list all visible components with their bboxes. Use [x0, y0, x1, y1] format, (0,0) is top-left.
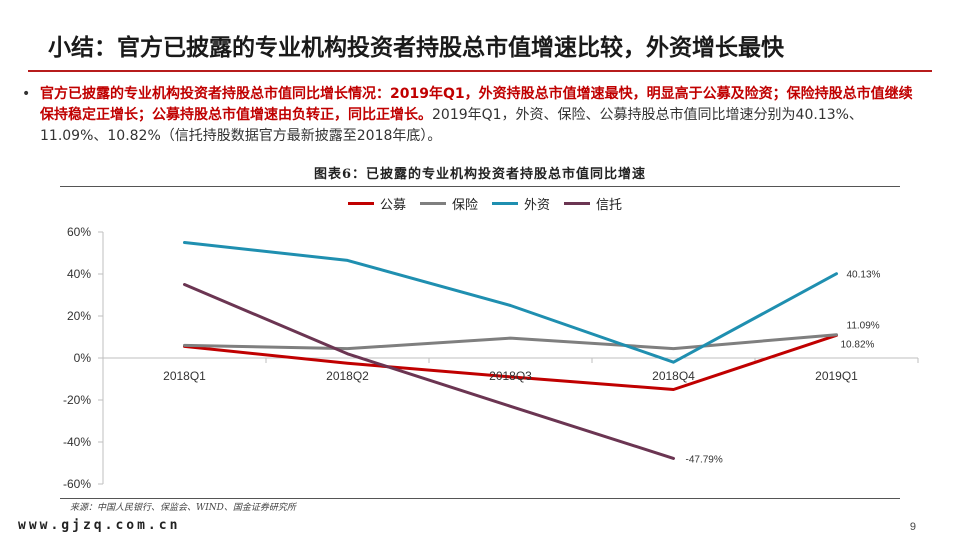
legend-item-xintuo: 信托 — [564, 194, 622, 213]
y-tick-label: -60% — [63, 477, 91, 491]
legend-label-xintuo: 信托 — [596, 197, 623, 213]
x-tick-label: 2018Q1 — [163, 369, 206, 383]
legend-label-waizi: 外资 — [524, 197, 551, 213]
y-tick-label: 20% — [67, 309, 91, 323]
series-line-2 — [183, 241, 838, 364]
source-note: 来源：中国人民银行、保监会、WIND、国金证券研究所 — [70, 503, 296, 513]
figure-bottom-rule — [60, 498, 900, 499]
x-tick-label: 2018Q2 — [326, 369, 369, 383]
legend-item-gongmu: 公募 — [348, 194, 406, 213]
page-number: 9 — [909, 521, 916, 533]
data-label: 11.09% — [847, 321, 880, 332]
x-tick-label: 2018Q3 — [489, 369, 532, 383]
slide-title: 小结：官方已披露的专业机构投资者持股总市值增速比较，外资增长最快 — [48, 35, 784, 61]
data-label: 40.13% — [847, 270, 881, 281]
website-watermark: www.gjzq.com.cn — [18, 518, 181, 533]
figure-top-rule — [60, 186, 900, 187]
y-tick-label: 0% — [74, 351, 92, 365]
figure-title: 图表6：已披露的专业机构投资者持股总市值同比增速 — [313, 167, 647, 182]
chart-legend: 公募 保险 外资 信托 — [348, 193, 636, 213]
legend-item-baoxian: 保险 — [420, 194, 478, 213]
legend-item-waizi: 外资 — [492, 194, 550, 213]
x-tick-label: 2019Q1 — [815, 369, 858, 383]
x-tick-label: 2018Q4 — [652, 369, 695, 383]
summary-highlight-text: 官方已披露的专业机构投资者持股总市值同比增长情况：2019年Q1，外资持股总市值… — [40, 86, 913, 123]
summary-plain-text: 2019年Q1，外资、保险、公募持股总市值同比增速分别为40.13%、11.09… — [40, 107, 863, 144]
series-line-1 — [183, 333, 838, 351]
legend-label-gongmu: 公募 — [380, 197, 407, 213]
data-label: -47.79% — [686, 454, 723, 465]
y-tick-label: -40% — [63, 435, 91, 449]
series-line-3 — [183, 283, 675, 460]
legend-swatch-baoxian — [420, 201, 447, 205]
y-tick-label: 60% — [67, 225, 91, 239]
legend-swatch-gongmu — [348, 201, 374, 205]
title-underline — [28, 70, 932, 72]
data-label: 10.82% — [841, 339, 875, 350]
legend-swatch-waizi — [492, 201, 519, 205]
y-tick-label: 40% — [67, 267, 91, 281]
series-line-0 — [183, 333, 838, 391]
bullet-dot-icon: • — [22, 86, 31, 102]
summary-bullet: • 官方已披露的专业机构投资者持股总市值同比增长情况：2019年Q1，外资持股总… — [22, 84, 920, 147]
legend-swatch-xintuo — [564, 201, 591, 205]
y-tick-label: -20% — [63, 393, 91, 407]
legend-label-baoxian: 保险 — [452, 197, 479, 213]
